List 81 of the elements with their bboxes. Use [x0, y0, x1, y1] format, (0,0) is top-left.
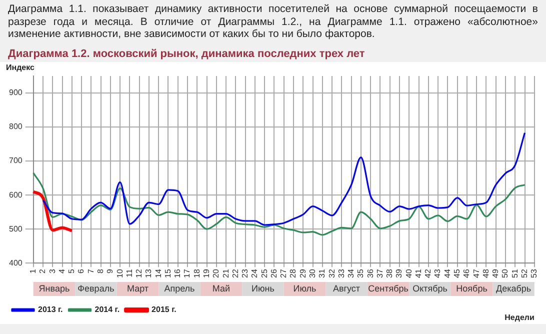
x-tick-label: 21 — [221, 268, 230, 278]
x-tick-label: 38 — [385, 268, 394, 278]
x-tick-label: 16 — [173, 268, 182, 278]
x-tick-label: 27 — [279, 268, 288, 278]
x-tick-label: 48 — [481, 268, 490, 278]
x-tick-label: 32 — [327, 268, 336, 278]
x-tick-label: 30 — [308, 268, 317, 278]
x-tick-label: 18 — [192, 268, 202, 278]
y-tick-label: 500 — [8, 224, 23, 233]
x-tick-label: 42 — [424, 268, 433, 278]
x-tick-label: 15 — [163, 268, 172, 278]
x-tick-label: 33 — [336, 268, 346, 278]
x-tick-label: 45 — [452, 268, 462, 278]
x-tick-label: 5 — [67, 268, 76, 274]
x-tick-label: 47 — [472, 268, 481, 278]
y-tick-label: 900 — [8, 88, 23, 97]
line-series — [32, 172, 526, 236]
x-tick-label: 7 — [86, 268, 96, 274]
x-tick-label: 49 — [491, 268, 500, 278]
x-tick-label: 12 — [134, 268, 144, 278]
text: Май — [212, 282, 230, 293]
x-tick-label: 4 — [57, 268, 66, 274]
chart-title: Диаграмма 1.2. московский рынок, динамика последних трех лет — [7, 46, 366, 62]
x-tick-label: 1 — [28, 268, 38, 274]
x-tick-label: 6 — [76, 268, 86, 274]
x-tick-label: 39 — [394, 268, 404, 278]
text: Июль — [293, 282, 317, 293]
x-tick-label: 34 — [346, 268, 356, 278]
text: Декабрь — [496, 282, 532, 293]
x-tick-label: 20 — [212, 268, 221, 278]
text: Ноябрь — [456, 282, 488, 293]
x-tick-label: 17 — [182, 268, 192, 278]
x-tick-label: 44 — [442, 268, 452, 278]
x-tick-label: 13 — [144, 268, 154, 278]
x-tick-label: 28 — [288, 268, 298, 278]
x-tick-label: 29 — [298, 268, 308, 278]
y-tick-label: 400 — [8, 258, 23, 267]
text: Сентябрь — [368, 282, 409, 293]
x-tick-label: 37 — [375, 268, 384, 278]
y-tick-label: 800 — [8, 122, 23, 131]
x-tick-label: 26 — [269, 268, 278, 278]
text: Июнь — [252, 282, 275, 293]
x-tick-label: 43 — [433, 268, 442, 278]
x-tick-label: 40 — [404, 268, 414, 278]
text: Февраль — [78, 282, 115, 293]
x-tick-label: 23 — [240, 268, 250, 278]
x-tick-label: 14 — [154, 268, 163, 278]
x-tick-label: 36 — [366, 268, 375, 278]
line-series — [42, 132, 526, 226]
x-tick-label: 3 — [48, 268, 57, 274]
x-tick-label: 53 — [530, 268, 539, 278]
x-tick-label: 50 — [500, 268, 510, 278]
x-tick-label: 51 — [510, 268, 520, 278]
x-axis-title: Недели — [504, 312, 534, 322]
x-tick-label: 8 — [96, 268, 105, 274]
x-tick-label: 46 — [462, 268, 472, 278]
x-tick-label: 22 — [230, 268, 240, 278]
line-series — [32, 190, 74, 232]
x-tick-label: 11 — [124, 268, 134, 277]
x-tick-label: 52 — [520, 268, 529, 278]
y-tick-label: 600 — [8, 190, 23, 199]
y-tick-label: 700 — [8, 156, 23, 165]
x-tick-label: 41 — [414, 268, 423, 278]
x-tick-label: 19 — [202, 268, 211, 278]
text: Январь — [38, 282, 70, 293]
x-tick-label: 10 — [115, 268, 124, 278]
text: Март — [126, 282, 149, 293]
x-tick-label: 9 — [106, 268, 115, 274]
x-tick-label: 35 — [356, 268, 366, 278]
text: Август — [332, 282, 360, 293]
legend-label: 2015 г. — [152, 304, 176, 314]
legend-label: 2014 г. — [94, 304, 120, 314]
text: Диаграмма 1.1. показывает динамику активности посетителей на основе суммарной посещаемости в разрезе года и месяца. В отличие от Диаграммы 1.2., на Диаграмме 1.1. отражено «абсолютное» изменение активности, вне зависимости от каких бы то ни было факторов. — [7, 2, 539, 40]
x-tick-label: 2 — [38, 268, 48, 274]
legend-label: 2013 г. — [38, 304, 63, 314]
x-tick-label: 31 — [318, 268, 327, 278]
y-axis-title: Индекс — [6, 62, 36, 72]
text: Октябрь — [412, 282, 448, 293]
x-tick-label: 24 — [250, 268, 260, 278]
text: Апрель — [164, 282, 196, 293]
x-tick-label: 25 — [260, 268, 269, 278]
